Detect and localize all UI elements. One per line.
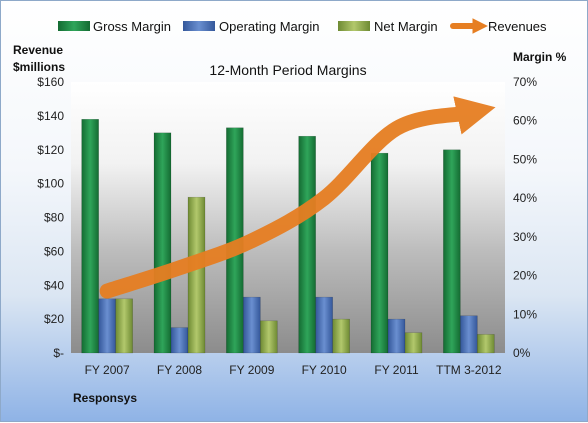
- chart-title: 12-Month Period Margins: [209, 62, 366, 78]
- y-tick-label: $80: [44, 211, 64, 225]
- y2-tick-label: 0%: [513, 346, 531, 360]
- company-label: Responsys: [73, 391, 137, 405]
- bar-gross-margin: [81, 119, 99, 354]
- y2-axis-label: Margin %: [513, 50, 567, 64]
- bar-gross-margin: [298, 135, 316, 354]
- bar-net-margin: [115, 298, 133, 354]
- bar-operating-margin: [387, 318, 406, 354]
- legend-swatch-operating-margin: [183, 21, 215, 31]
- y-tick-label: $40: [44, 278, 64, 292]
- bar-gross-margin: [443, 149, 461, 354]
- y2-tick-label: 70%: [513, 75, 537, 89]
- legend-label-net-margin: Net Margin: [374, 19, 438, 34]
- y-axis-label-line1: Revenue: [13, 43, 63, 57]
- legend-item-operating-margin: Operating Margin: [183, 19, 319, 34]
- x-tick-label: FY 2007: [85, 363, 130, 377]
- legend-swatch-gross-margin: [58, 21, 90, 31]
- x-tick-label: FY 2008: [157, 363, 202, 377]
- revenues-line: [99, 96, 496, 299]
- y-tick-label: $120: [37, 143, 64, 157]
- y2-tick-label: 10%: [513, 307, 537, 321]
- y-tick-label: $140: [37, 109, 64, 123]
- legend-item-revenues: Revenues: [450, 18, 547, 34]
- revenue-series: [99, 96, 496, 299]
- y2-tick-label: 40%: [513, 191, 537, 205]
- y2-tick-label: 60%: [513, 114, 537, 128]
- bar-operating-margin: [98, 298, 116, 354]
- bar-gross-margin: [370, 152, 389, 354]
- legend: Gross Margin Operating Margin Net Margin…: [58, 18, 547, 34]
- y-tick-label: $-: [53, 346, 64, 360]
- y2-tick-label: 30%: [513, 230, 537, 244]
- bar-net-margin: [332, 318, 350, 354]
- y-tick-label: $20: [44, 312, 64, 326]
- x-axis: FY 2007 FY 2008 FY 2009 FY 2010 FY 2011 TTM 3…: [85, 363, 502, 377]
- y-axis: $- $20 $40 $60 $80 $100 $120 $140 $160: [37, 75, 64, 360]
- x-tick-label: TTM 3-2012: [436, 363, 502, 377]
- legend-item-net-margin: Net Margin: [338, 19, 438, 34]
- x-tick-label: FY 2010: [302, 363, 347, 377]
- y-tick-label: $160: [37, 75, 64, 89]
- bars: [81, 119, 495, 354]
- legend-label-revenues: Revenues: [488, 19, 547, 34]
- x-tick-label: FY 2009: [229, 363, 274, 377]
- bar-net-margin: [260, 320, 278, 354]
- legend-swatch-net-margin: [338, 21, 370, 31]
- bar-net-margin: [404, 332, 423, 354]
- y2-axis: 0% 10% 20% 30% 40% 50% 60% 70%: [513, 75, 537, 360]
- legend-label-operating-margin: Operating Margin: [219, 19, 319, 34]
- bar-operating-margin: [243, 296, 261, 354]
- bar-net-margin: [477, 334, 495, 354]
- y2-tick-label: 50%: [513, 152, 537, 166]
- y2-tick-label: 20%: [513, 269, 537, 283]
- bar-operating-margin: [460, 315, 478, 354]
- x-tick-label: FY 2011: [374, 363, 419, 377]
- legend-item-gross-margin: Gross Margin: [58, 19, 171, 34]
- bar-net-margin: [187, 196, 206, 354]
- y-tick-label: $60: [44, 244, 64, 258]
- bar-operating-margin: [315, 296, 333, 354]
- y-axis-label-line2: $millions: [13, 60, 65, 74]
- legend-label-gross-margin: Gross Margin: [93, 19, 171, 34]
- y-tick-label: $100: [37, 177, 64, 191]
- bar-operating-margin: [170, 327, 189, 354]
- bar-gross-margin: [153, 132, 172, 354]
